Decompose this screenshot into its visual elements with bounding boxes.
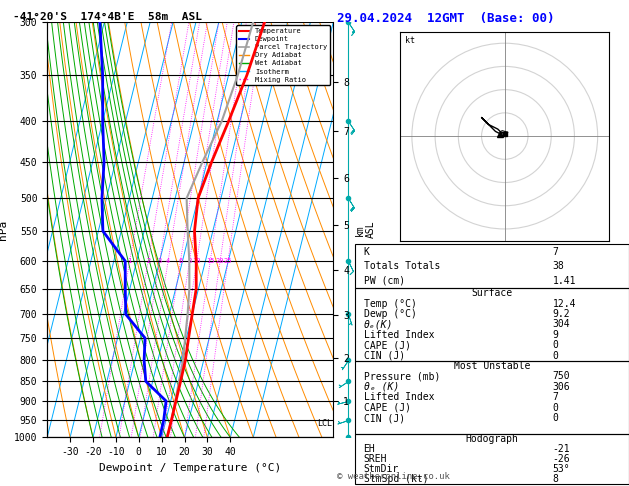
Text: -41°20'S  174°4B'E  58m  ASL: -41°20'S 174°4B'E 58m ASL <box>13 12 201 22</box>
Text: 4: 4 <box>166 258 170 264</box>
Bar <box>355 361 629 434</box>
Text: Totals Totals: Totals Totals <box>364 261 440 271</box>
Text: 0: 0 <box>552 403 559 413</box>
Text: 306: 306 <box>552 382 570 392</box>
Legend: Temperature, Dewpoint, Parcel Trajectory, Dry Adiabat, Wet Adiabat, Isotherm, Mi: Temperature, Dewpoint, Parcel Trajectory… <box>236 25 330 86</box>
Text: 6: 6 <box>179 258 182 264</box>
Text: 25: 25 <box>224 258 232 264</box>
Text: K: K <box>364 246 369 257</box>
Text: -26: -26 <box>552 453 570 464</box>
Text: StmDir: StmDir <box>364 464 399 474</box>
Text: PW (cm): PW (cm) <box>364 276 404 286</box>
Text: 0: 0 <box>552 413 559 423</box>
Bar <box>355 288 629 361</box>
Text: StmSpd (kt): StmSpd (kt) <box>364 473 428 484</box>
Text: 38: 38 <box>552 261 564 271</box>
Text: Lifted Index: Lifted Index <box>364 392 434 402</box>
Text: 0: 0 <box>552 350 559 361</box>
Text: LCL: LCL <box>317 419 332 428</box>
Text: 7: 7 <box>552 392 559 402</box>
Text: 1.41: 1.41 <box>552 276 576 286</box>
X-axis label: Dewpoint / Temperature (°C): Dewpoint / Temperature (°C) <box>99 463 281 473</box>
Text: EH: EH <box>364 444 376 454</box>
Text: Hodograph: Hodograph <box>465 434 519 444</box>
Text: 304: 304 <box>552 319 570 330</box>
Text: 750: 750 <box>552 371 570 382</box>
Text: 12.4: 12.4 <box>552 298 576 309</box>
Text: θₑ (K): θₑ (K) <box>364 382 399 392</box>
Bar <box>355 434 629 484</box>
Text: CAPE (J): CAPE (J) <box>364 403 411 413</box>
Text: 0: 0 <box>552 340 559 350</box>
Text: Pressure (mb): Pressure (mb) <box>364 371 440 382</box>
Y-axis label: km
ASL: km ASL <box>355 221 376 239</box>
Text: 53°: 53° <box>552 464 570 474</box>
Text: 7: 7 <box>552 246 559 257</box>
Text: 1: 1 <box>128 258 132 264</box>
Text: 2: 2 <box>146 258 150 264</box>
Text: kt: kt <box>405 36 415 45</box>
Bar <box>355 244 629 288</box>
Text: © weatheronline.co.uk: © weatheronline.co.uk <box>337 472 449 481</box>
Text: CAPE (J): CAPE (J) <box>364 340 411 350</box>
Text: 15: 15 <box>206 258 214 264</box>
Text: 8: 8 <box>552 473 559 484</box>
Text: 20: 20 <box>216 258 225 264</box>
Text: 29.04.2024  12GMT  (Base: 00): 29.04.2024 12GMT (Base: 00) <box>337 12 554 25</box>
Text: 9.2: 9.2 <box>552 309 570 319</box>
Text: 9: 9 <box>552 330 559 340</box>
Text: θₑ(K): θₑ(K) <box>364 319 393 330</box>
Text: 3: 3 <box>158 258 162 264</box>
Text: -21: -21 <box>552 444 570 454</box>
Text: Most Unstable: Most Unstable <box>454 361 530 371</box>
Text: 10: 10 <box>192 258 201 264</box>
Text: CIN (J): CIN (J) <box>364 350 404 361</box>
Text: Surface: Surface <box>472 288 513 298</box>
Text: Dewp (°C): Dewp (°C) <box>364 309 416 319</box>
Text: 8: 8 <box>187 258 192 264</box>
Text: Temp (°C): Temp (°C) <box>364 298 416 309</box>
Text: Lifted Index: Lifted Index <box>364 330 434 340</box>
Y-axis label: hPa: hPa <box>0 220 8 240</box>
Text: CIN (J): CIN (J) <box>364 413 404 423</box>
Text: SREH: SREH <box>364 453 387 464</box>
